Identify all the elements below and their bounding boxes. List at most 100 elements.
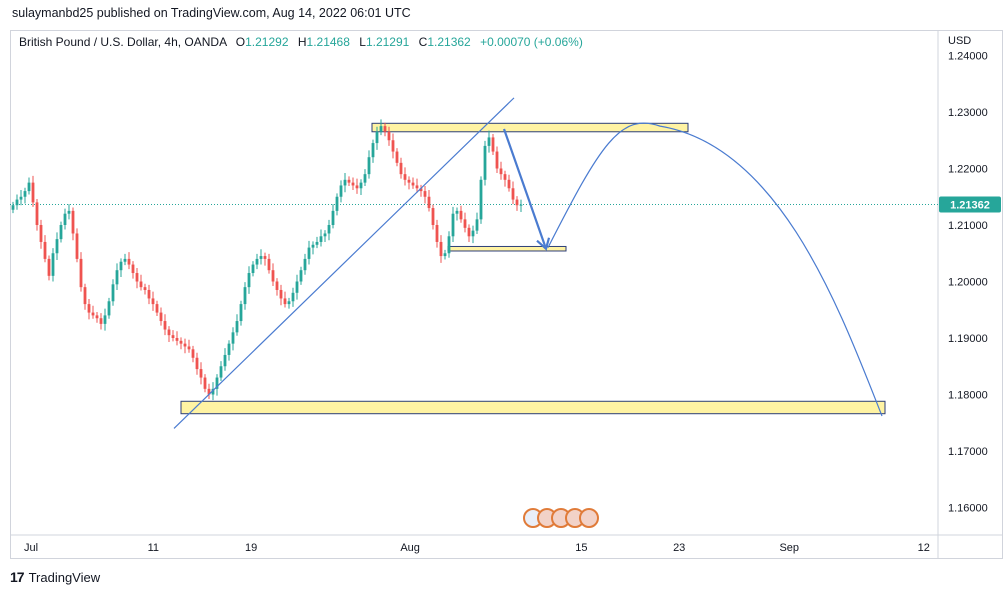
candle-body [211,388,215,395]
candle [303,253,307,275]
candle-body [275,281,279,290]
candle-body [387,131,391,141]
candle-body [99,318,103,324]
candle [59,221,63,243]
candle [39,219,43,249]
footer-brand[interactable]: 17 TradingView [10,569,100,585]
candle [403,167,407,186]
candle [63,208,67,230]
candle [295,274,299,300]
candle [267,253,271,274]
candle [391,133,395,159]
high-value: 1.21468 [306,35,350,49]
candle [239,300,243,326]
candle-body [375,131,379,144]
candle-body [171,335,175,338]
candle [319,229,323,247]
candle [163,314,167,336]
candle-body [511,188,515,200]
x-tick-label: Jul [24,542,38,554]
resistance-zone [371,122,689,133]
candle [399,157,403,179]
candle [491,134,495,155]
candle-body [395,151,399,163]
candle [379,119,383,136]
candle-body [51,253,55,276]
candle [175,331,179,346]
candle [127,252,131,270]
candle-body [75,233,79,259]
open-label: O [235,35,246,49]
candle [15,194,19,210]
candle [207,383,211,400]
candle [131,261,135,279]
y-tick-label: 1.22000 [948,164,988,176]
candle-body [195,357,199,370]
candle [51,248,55,282]
candle-body [355,185,359,189]
candle-body [243,287,247,305]
projected-curve [547,122,883,417]
candle-body [43,241,47,259]
candle [475,212,479,235]
candle [511,181,515,205]
candle-body [19,196,23,200]
candle [227,340,231,361]
candle-body [215,377,219,389]
candle-body [95,315,99,319]
candle-body [151,298,155,305]
candle [323,230,327,242]
current-price-label: 1.21362 [950,200,990,212]
candle-body [343,179,347,186]
candle [187,339,191,353]
candle [143,283,147,295]
candle-body [31,182,35,203]
candle-body [115,270,119,285]
candle [275,278,279,296]
candle [155,300,159,316]
candle-body [271,270,275,282]
candle-body [279,289,283,299]
candle [271,263,275,287]
candle [75,228,79,263]
candle [503,170,507,187]
y-tick-label: 1.16000 [948,503,988,515]
candle-body [203,377,207,389]
candle-body [199,369,203,378]
candle [427,189,431,212]
projection-arrowhead [536,237,551,251]
y-tick-label: 1.17000 [948,446,988,458]
candle [419,184,423,197]
candle-body [27,182,31,192]
candle-body [479,179,483,220]
candle [83,283,87,310]
candle [335,193,339,216]
candle [463,212,467,233]
candle [263,252,267,266]
candle-body [431,208,435,225]
candle [259,249,263,265]
candle [103,308,107,331]
candle-body [83,287,87,305]
bottom-zone [180,400,886,415]
candle [347,176,351,187]
candle-body [303,258,307,271]
candle-body [123,258,127,262]
candle-body [251,264,255,274]
candle [483,140,487,186]
candle-body [331,210,335,225]
candle-body [379,126,383,132]
candle-body [295,281,299,293]
candle [179,337,183,350]
candle [459,205,463,223]
candle-body [59,225,63,240]
y-tick-label: 1.23000 [948,107,988,119]
candle [171,330,175,342]
candle-body [519,204,523,206]
candle [191,345,195,363]
candle-body [451,213,455,237]
x-tick-label: 11 [148,542,159,554]
candle [159,307,163,326]
candle-body [507,179,511,189]
